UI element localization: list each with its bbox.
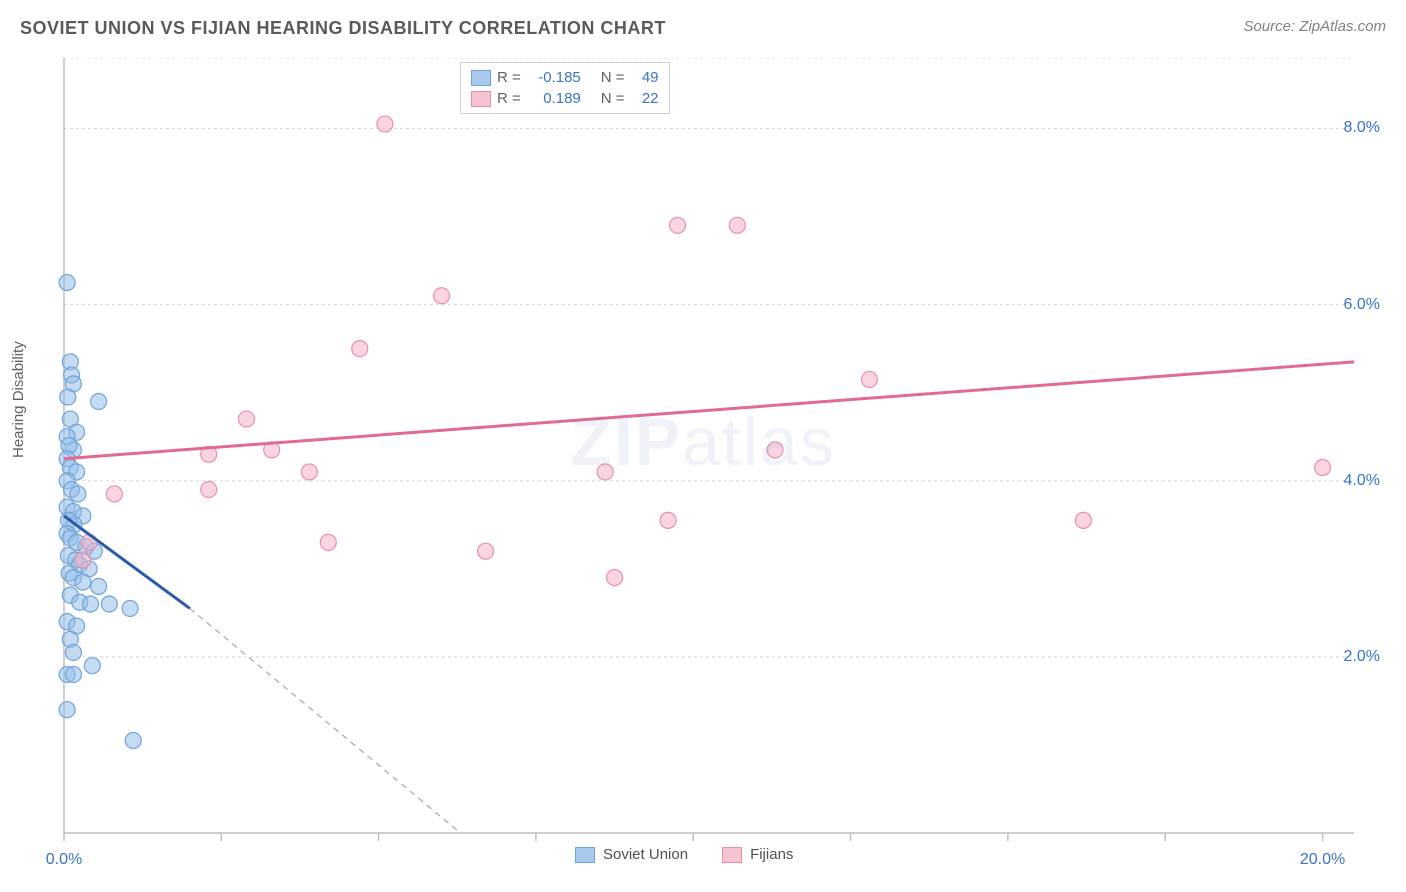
scatter-chart-svg xyxy=(20,58,1386,878)
y-tick-label: 2.0% xyxy=(1344,648,1380,666)
legend-stat-row: R =-0.185N =49 xyxy=(471,67,659,88)
chart-title: SOVIET UNION VS FIJIAN HEARING DISABILIT… xyxy=(20,18,666,39)
legend-stats: R =-0.185N =49R =0.189N =22 xyxy=(460,62,670,114)
legend-swatch xyxy=(722,847,742,863)
source-label: Source: ZipAtlas.com xyxy=(1243,18,1386,35)
legend-series-item: Soviet Union xyxy=(575,846,688,863)
y-tick-label: 8.0% xyxy=(1344,119,1380,137)
legend-swatch xyxy=(471,70,491,86)
x-tick-label: 0.0% xyxy=(46,851,82,869)
y-axis-label: Hearing Disability xyxy=(10,341,27,458)
legend-swatch xyxy=(575,847,595,863)
legend-series: Soviet Union Fijians xyxy=(575,846,793,863)
x-tick-label: 20.0% xyxy=(1300,851,1345,869)
y-tick-label: 6.0% xyxy=(1344,296,1380,314)
legend-swatch xyxy=(471,91,491,107)
legend-stat-row: R =0.189N =22 xyxy=(471,88,659,109)
legend-series-item: Fijians xyxy=(722,846,793,863)
chart-container: Hearing Disability ZIPatlas R =-0.185N =… xyxy=(20,58,1386,858)
legend-series-label: Soviet Union xyxy=(603,846,688,863)
y-tick-label: 4.0% xyxy=(1344,472,1380,490)
legend-series-label: Fijians xyxy=(750,846,793,863)
